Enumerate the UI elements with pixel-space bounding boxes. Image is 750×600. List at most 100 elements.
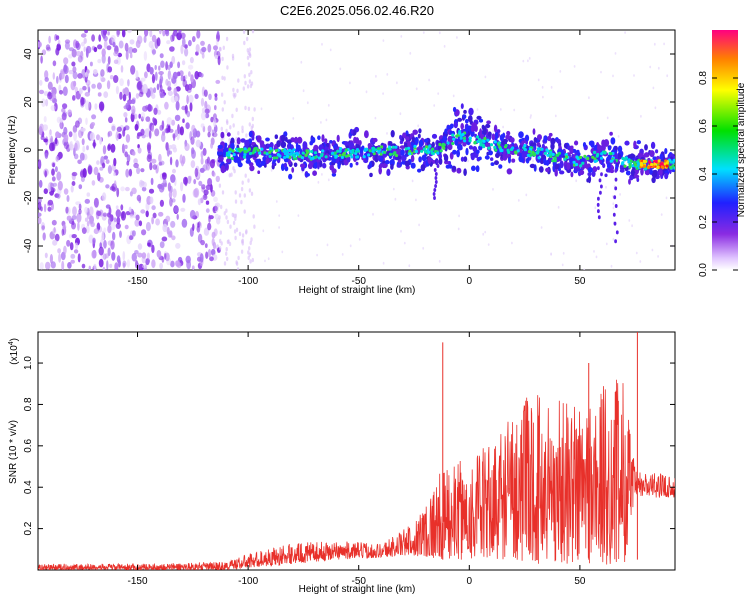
spectrogram-noise-blob bbox=[162, 30, 166, 37]
spectrogram-band-blob bbox=[433, 196, 436, 200]
spectrogram-noise-blob bbox=[262, 229, 265, 233]
spectrogram-band-blob bbox=[217, 144, 223, 149]
spectrogram-noise-blob bbox=[123, 126, 126, 132]
spectrogram-noise-blob bbox=[38, 159, 42, 170]
spectrogram-core-blob bbox=[227, 155, 231, 159]
spectrogram-noise-blob bbox=[49, 253, 54, 264]
spectrogram-band-blob bbox=[609, 131, 613, 136]
spectrogram-noise-blob bbox=[97, 44, 103, 50]
spectrogram-noise-blob bbox=[223, 76, 226, 81]
colorbar-tick-label: 0.0 bbox=[698, 263, 709, 277]
spectrogram-noise-blob bbox=[134, 123, 139, 131]
spectrogram-noise-blob bbox=[199, 222, 202, 229]
spectrogram-band-blob bbox=[617, 154, 622, 160]
snr-x-tick-label: -50 bbox=[351, 576, 366, 587]
spectrogram-core-blob bbox=[551, 159, 555, 163]
spectrogram-band-blob bbox=[226, 158, 231, 163]
spectrogram-core-blob bbox=[392, 152, 396, 156]
spectrogram-band-blob bbox=[530, 142, 534, 147]
spectrogram-band-blob bbox=[529, 163, 536, 169]
spectrogram-noise-blob bbox=[189, 102, 193, 112]
spectrogram-noise-blob bbox=[43, 188, 48, 195]
spectrogram-band-blob bbox=[478, 118, 484, 123]
spectrogram-band-blob bbox=[230, 137, 235, 145]
spectrogram-noise-blob bbox=[166, 117, 173, 126]
spectrogram-noise-blob bbox=[102, 266, 106, 270]
spectrogram-core-blob bbox=[546, 153, 550, 157]
spectrogram-band-blob bbox=[255, 158, 261, 167]
spectrogram-band-blob bbox=[659, 153, 664, 160]
spectrogram-core-blob bbox=[499, 149, 503, 153]
spectrogram-band-blob bbox=[615, 165, 619, 170]
spectrogram-noise-blob bbox=[166, 40, 171, 45]
spectrogram-band-blob bbox=[434, 176, 438, 180]
spectrogram-noise-blob bbox=[635, 251, 638, 255]
spectrogram-band-blob bbox=[399, 140, 404, 145]
spectrogram-noise-blob bbox=[215, 38, 219, 47]
spectrogram-band-blob bbox=[496, 129, 501, 134]
spectrogram-noise-blob bbox=[297, 214, 300, 218]
spectrogram-noise-blob bbox=[75, 40, 80, 49]
spectrogram-noise-blob bbox=[554, 114, 557, 118]
spectrogram-noise-blob bbox=[152, 117, 156, 123]
spectrogram-noise-blob bbox=[140, 116, 144, 122]
spectrogram-noise-blob bbox=[386, 132, 388, 135]
spectrogram-noise-blob bbox=[229, 125, 232, 130]
spectrogram-noise-blob bbox=[57, 180, 63, 191]
spectrogram-core-blob bbox=[268, 150, 272, 154]
spectrogram-noise-blob bbox=[180, 181, 184, 192]
spectrogram-band-blob bbox=[472, 146, 478, 152]
spectrogram-noise-blob bbox=[149, 67, 154, 75]
spectrogram-noise-blob bbox=[237, 78, 240, 83]
spectrogram-band-blob bbox=[260, 150, 264, 156]
spectrogram-noise-blob bbox=[106, 260, 109, 270]
spectrogram-noise-blob bbox=[122, 88, 126, 94]
spectrogram-band-blob bbox=[280, 134, 286, 142]
spectrogram-noise-blob bbox=[249, 240, 252, 246]
spectrogram-noise-blob bbox=[243, 209, 246, 214]
spectrogram-band-blob bbox=[390, 163, 394, 170]
spectrogram-noise-blob bbox=[151, 244, 155, 254]
spectrogram-noise-blob bbox=[107, 225, 112, 234]
spectrogram-peak-blob bbox=[642, 164, 647, 168]
spectrogram-noise-blob bbox=[213, 45, 218, 51]
spectrogram-noise-blob bbox=[38, 217, 42, 225]
spectrogram-core-blob bbox=[383, 150, 387, 154]
spectrogram-band-blob bbox=[566, 162, 571, 171]
spectrogram-noise-blob bbox=[138, 220, 143, 227]
spectrogram-noise-blob bbox=[167, 70, 172, 80]
spectrogram-noise-blob bbox=[180, 44, 184, 55]
spectrogram-noise-blob bbox=[102, 145, 107, 155]
spectrogram-noise-blob bbox=[97, 92, 102, 97]
spectrogram-core-blob bbox=[486, 138, 490, 142]
spectrogram-band-blob bbox=[444, 128, 448, 135]
spectrogram-noise-blob bbox=[202, 194, 208, 201]
spectrogram-core-blob bbox=[631, 164, 635, 168]
spectrogram-noise-blob bbox=[232, 87, 235, 93]
spectrogram-band-blob bbox=[479, 128, 483, 137]
spectrogram-noise-blob bbox=[43, 203, 47, 213]
spectrogram-noise-blob bbox=[175, 242, 181, 249]
spectrogram-noise-blob bbox=[184, 177, 188, 187]
spectrogram-band-blob bbox=[614, 177, 618, 182]
spectrogram-noise-blob bbox=[46, 46, 52, 52]
spectrogram-noise-blob bbox=[559, 70, 562, 73]
spectrogram-band-blob bbox=[463, 156, 468, 163]
spectrogram-peak-blob bbox=[650, 162, 654, 167]
spectrogram-noise-blob bbox=[417, 124, 420, 128]
spectrogram-noise-blob bbox=[190, 136, 195, 145]
spectrogram-noise-blob bbox=[145, 221, 151, 232]
spectrogram-noise-blob bbox=[232, 123, 235, 128]
spectrogram-noise-blob bbox=[158, 71, 164, 75]
spectrogram-band-blob bbox=[355, 143, 359, 149]
spectrogram-noise-blob bbox=[99, 166, 104, 171]
spectrogram-band-blob bbox=[433, 188, 437, 192]
spectrogram-band-blob bbox=[420, 164, 426, 172]
spectrogram-noise-blob bbox=[160, 60, 165, 68]
spectrogram-core-blob bbox=[634, 163, 638, 167]
colorbar-tick-label: 0.2 bbox=[698, 215, 709, 229]
spectrogram-noise-blob bbox=[394, 197, 397, 201]
spectrogram-noise-blob bbox=[186, 94, 189, 105]
spectrogram-core-blob bbox=[458, 131, 462, 135]
spectrogram-noise-blob bbox=[110, 220, 116, 231]
